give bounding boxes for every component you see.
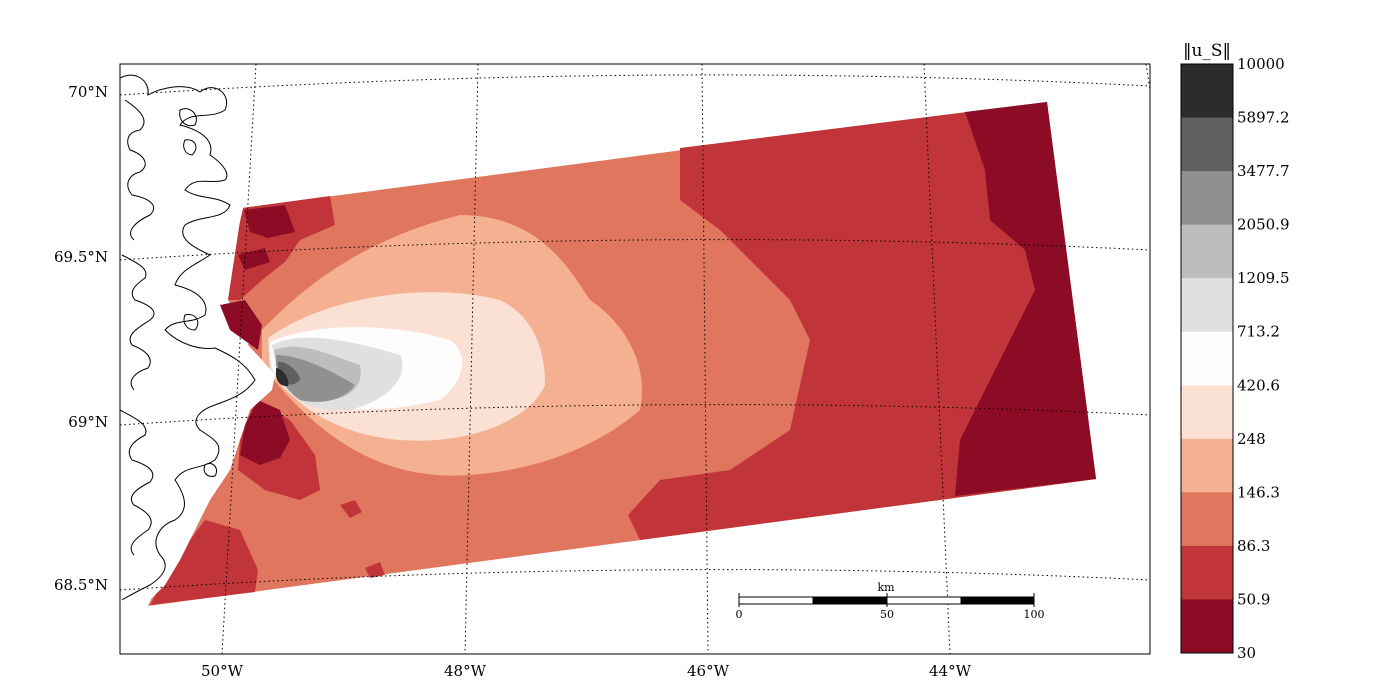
lon-label-50: 50°W xyxy=(201,662,244,680)
band-86-50-spot xyxy=(340,500,362,518)
band-50-30-coast-north xyxy=(244,205,295,238)
band-50-30-coast-mid2 xyxy=(238,248,270,270)
colorbar-tick-label: 5897.2 xyxy=(1237,109,1290,127)
colorbar-tick-label: 3477.7 xyxy=(1237,162,1290,180)
colorbar-ticks: 10000 5897.2 3477.7 2050.9 1209.5 713.2 420.6 2… xyxy=(1237,55,1290,662)
coast-island xyxy=(179,108,197,127)
colorbar-tick-label: 86.3 xyxy=(1237,537,1270,555)
band-86-50-southwest xyxy=(150,520,258,605)
colorbar-frame xyxy=(1180,63,1234,654)
scale-label-100: 100 xyxy=(1024,608,1045,621)
map-frame xyxy=(119,63,1151,655)
scale-label-0: 0 xyxy=(736,608,743,621)
scale-segment-2 xyxy=(812,596,888,605)
colorbar-tick-label: 1209.5 xyxy=(1237,269,1290,287)
lon-label-48: 48°W xyxy=(444,662,487,680)
lat-label-69-5: 69.5°N xyxy=(54,248,108,266)
lat-label-70: 70°N xyxy=(68,83,108,101)
parallel-69 xyxy=(120,404,1150,426)
parallel-69-5 xyxy=(120,239,1150,261)
band-10000-5897 xyxy=(275,368,289,387)
colorbar-band xyxy=(1181,385,1233,440)
colorbar-band xyxy=(1181,492,1233,547)
colorbar: 10000 5897.2 3477.7 2050.9 1209.5 713.2 420.6 2… xyxy=(1180,41,1290,662)
colorbar-band xyxy=(1181,331,1233,386)
graticule xyxy=(120,64,1150,654)
lon-label-44: 44°W xyxy=(929,662,972,680)
coast-inlet-3 xyxy=(120,409,154,556)
colorbar-band xyxy=(1181,278,1233,333)
colorbar-tick-label: 2050.9 xyxy=(1237,216,1290,234)
lat-label-69: 69°N xyxy=(68,413,108,431)
longitude-labels: 50°W 48°W 46°W 44°W xyxy=(201,662,972,680)
colorbar-tick-label: 50.9 xyxy=(1237,590,1270,608)
colorbar-band xyxy=(1181,171,1233,226)
colorbar-band xyxy=(1181,438,1233,493)
lat-label-68-5: 68.5°N xyxy=(54,576,108,594)
parallel-68-5 xyxy=(120,569,1150,591)
band-50-30-east xyxy=(955,102,1096,496)
coast-inlet-2 xyxy=(121,254,155,391)
coast-island-3 xyxy=(183,313,199,331)
meridian-46 xyxy=(701,64,709,654)
coast-inlet-1 xyxy=(124,99,155,241)
colorbar-tick-label: 10000 xyxy=(1237,55,1285,73)
scale-segment-3 xyxy=(886,596,962,605)
colorbar-band xyxy=(1181,64,1233,119)
colorbar-tick-label: 420.6 xyxy=(1237,376,1280,394)
band-3477-2050 xyxy=(276,355,355,402)
band-86-50-spot2 xyxy=(365,562,385,578)
parallel-70 xyxy=(120,74,1150,96)
colorbar-band xyxy=(1181,224,1233,279)
scale-label-50: 50 xyxy=(880,608,894,621)
colorbar-tick-label: 713.2 xyxy=(1237,323,1280,341)
lon-label-46: 46°W xyxy=(687,662,730,680)
coast-island-4 xyxy=(203,462,218,477)
latitude-labels: 70°N 69.5°N 69°N 68.5°N xyxy=(54,83,108,594)
scale-segment-4 xyxy=(960,596,1035,605)
greenland-coastline xyxy=(120,64,275,612)
colorbar-tick-label: 146.3 xyxy=(1237,483,1280,501)
meridian-48 xyxy=(464,64,479,654)
scale-bar-unit: km xyxy=(877,581,895,594)
land-mass xyxy=(120,64,275,612)
colorbar-band xyxy=(1181,599,1233,654)
colorbar-label: ‖u_S‖ xyxy=(1183,41,1231,61)
scale-bar: km 0 50 100 xyxy=(736,581,1045,621)
coast-island-2 xyxy=(183,139,197,156)
colorbar-tick-label: 30 xyxy=(1237,644,1256,662)
colorbar-label-text: ‖u_S‖ xyxy=(1183,41,1231,61)
velocity-field xyxy=(148,102,1096,606)
colorbar-band xyxy=(1181,117,1233,172)
colorbar-tick-label: 248 xyxy=(1237,430,1266,448)
colorbar-bands xyxy=(1181,64,1233,654)
colorbar-band xyxy=(1181,545,1233,600)
scale-segment-1 xyxy=(738,596,814,605)
